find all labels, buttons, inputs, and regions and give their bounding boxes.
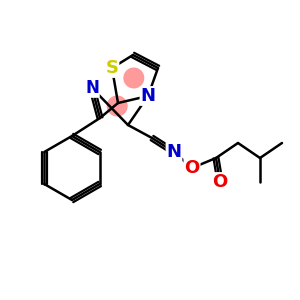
Text: N: N [140, 87, 155, 105]
Text: S: S [106, 59, 118, 77]
Text: O: O [212, 173, 228, 191]
Text: N: N [167, 143, 182, 161]
Text: O: O [184, 159, 200, 177]
Circle shape [123, 68, 144, 88]
Text: N: N [85, 79, 99, 97]
Circle shape [107, 95, 128, 116]
